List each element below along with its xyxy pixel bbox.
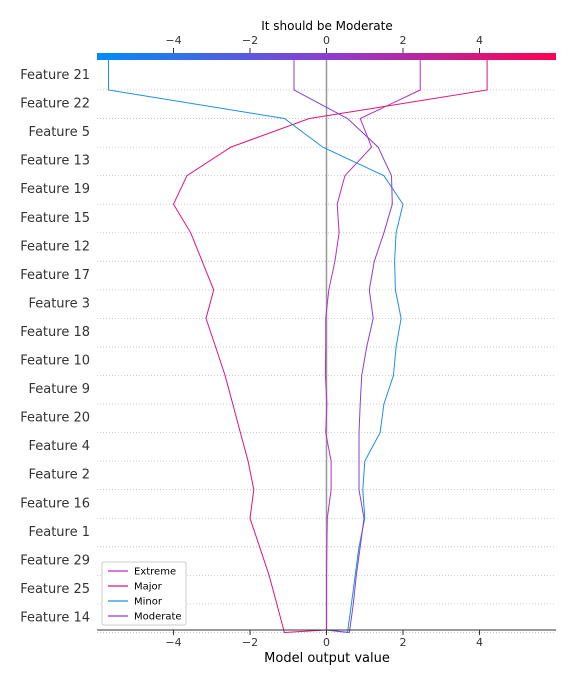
top-tick-label: −2 — [242, 34, 258, 47]
bottom-tick-label: 4 — [476, 636, 483, 649]
bottom-tick-label: 2 — [400, 636, 407, 649]
feature-label: Feature 14 — [20, 610, 90, 625]
legend-label: Moderate — [134, 612, 182, 623]
feature-labels: Feature 21 Feature 22 Feature 5 Feature 13 F… — [20, 68, 90, 625]
legend-label: Major — [134, 582, 163, 593]
bottom-tick-label: 0 — [323, 636, 330, 649]
feature-label: Feature 17 — [20, 268, 90, 283]
legend-label: Extreme — [134, 567, 176, 578]
series-line-extreme — [325, 60, 420, 633]
feature-label: Feature 25 — [20, 582, 90, 597]
legend: Extreme Major Minor Moderate — [102, 562, 186, 625]
feature-label: Feature 1 — [28, 525, 90, 540]
feature-label: Feature 9 — [28, 382, 90, 397]
feature-label: Feature 20 — [20, 411, 90, 426]
series-line-minor — [109, 60, 404, 633]
feature-label: Feature 29 — [20, 553, 90, 568]
bottom-tick-label: −2 — [242, 636, 258, 649]
feature-label: Feature 10 — [20, 354, 90, 369]
feature-label: Feature 21 — [20, 68, 90, 83]
legend-label: Minor — [134, 597, 163, 608]
colorbar — [97, 53, 556, 60]
feature-label: Feature 15 — [20, 211, 90, 226]
top-tick-label: 0 — [323, 34, 330, 47]
feature-label: Feature 16 — [20, 496, 90, 511]
top-tick-label: −4 — [165, 34, 181, 47]
bottom-axis: −4 −2 0 2 4 — [165, 630, 483, 649]
feature-label: Feature 18 — [20, 325, 90, 340]
feature-label: Feature 4 — [28, 439, 90, 454]
top-axis: −4 −2 0 2 4 — [165, 34, 483, 53]
bottom-tick-label: −4 — [165, 636, 181, 649]
top-tick-label: 4 — [476, 34, 483, 47]
x-axis-title: Model output value — [264, 651, 390, 666]
feature-label: Feature 3 — [28, 296, 90, 311]
feature-label: Feature 12 — [20, 239, 90, 254]
feature-label: Feature 19 — [20, 182, 90, 197]
chart-title: It should be Moderate — [261, 19, 393, 33]
feature-label: Feature 2 — [28, 468, 90, 483]
top-tick-label: 2 — [400, 34, 407, 47]
feature-label: Feature 13 — [20, 154, 90, 169]
feature-label: Feature 5 — [28, 125, 90, 140]
feature-label: Feature 22 — [20, 97, 90, 112]
